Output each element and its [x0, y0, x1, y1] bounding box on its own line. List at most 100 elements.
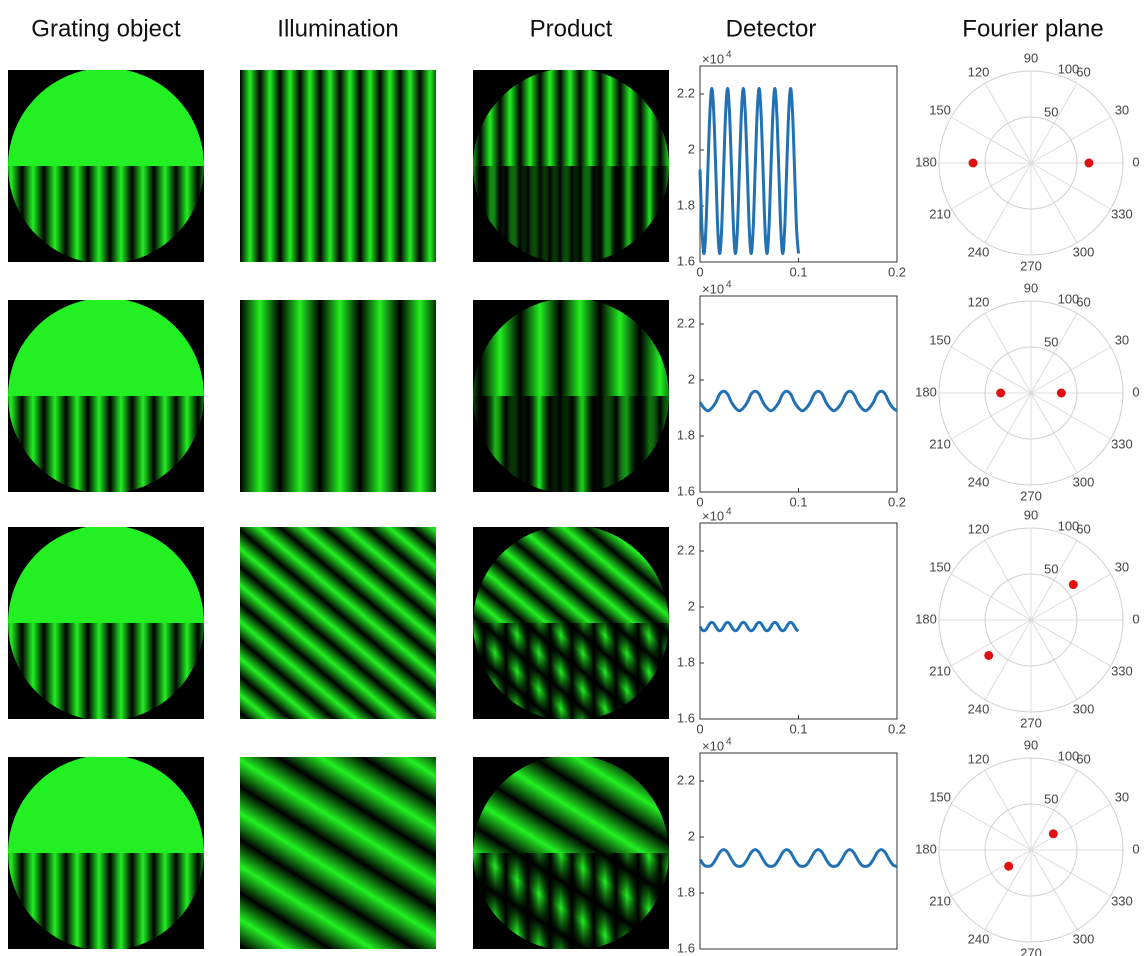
y-tick-label: 1.6	[677, 710, 695, 725]
data-point	[1057, 389, 1066, 398]
r-tick-label: 100	[1058, 749, 1080, 764]
y-tick-label: 1.8	[677, 197, 695, 212]
column-title: Illumination	[277, 15, 398, 42]
theta-tick-label: 180	[915, 611, 937, 626]
y-tick-label: 1.6	[677, 483, 695, 498]
theta-tick-label: 30	[1115, 102, 1129, 117]
column-title: Grating object	[31, 15, 181, 42]
y-tick-label: 2.2	[677, 85, 695, 100]
plot-area	[700, 523, 897, 719]
theta-tick-label: 300	[1073, 932, 1095, 947]
theta-tick-label: 30	[1115, 332, 1129, 347]
x-tick-label: 0	[696, 264, 703, 279]
product	[473, 757, 669, 949]
data-point	[1049, 829, 1058, 838]
data-point	[1069, 580, 1078, 589]
x-tick-label: 0.2	[888, 721, 906, 736]
theta-tick-label: 90	[1024, 507, 1038, 522]
theta-tick-label: 300	[1073, 245, 1095, 260]
theta-tick-label: 0	[1132, 154, 1139, 169]
y-tick-label: 2	[688, 598, 695, 613]
y-tick-label: 1.6	[677, 940, 695, 955]
theta-tick-label: 330	[1111, 206, 1133, 221]
data-point	[969, 159, 978, 168]
y-exponent: 4	[726, 507, 732, 518]
product	[473, 527, 669, 719]
plot-area	[700, 296, 897, 492]
y-exponent-base: ×10	[702, 281, 724, 296]
theta-tick-label: 270	[1020, 715, 1042, 730]
plot-area	[700, 753, 897, 949]
theta-tick-label: 0	[1132, 841, 1139, 856]
grating-object	[8, 70, 204, 262]
y-tick-label: 2.2	[677, 772, 695, 787]
theta-tick-label: 240	[968, 932, 990, 947]
theta-tick-label: 150	[929, 559, 951, 574]
r-tick-label: 50	[1044, 561, 1058, 576]
grating-object	[8, 527, 204, 719]
data-point	[996, 389, 1005, 398]
theta-tick-label: 120	[968, 294, 990, 309]
x-tick-label: 0.1	[789, 264, 807, 279]
theta-tick-label: 180	[915, 841, 937, 856]
illumination	[240, 70, 436, 262]
theta-tick-label: 150	[929, 789, 951, 804]
y-tick-label: 1.8	[677, 884, 695, 899]
column-title: Product	[530, 15, 613, 42]
y-tick-label: 1.8	[677, 654, 695, 669]
theta-tick-label: 30	[1115, 559, 1129, 574]
theta-tick-label: 330	[1111, 663, 1133, 678]
theta-tick-label: 330	[1111, 893, 1133, 908]
y-exponent-base: ×10	[702, 508, 724, 523]
y-tick-label: 2	[688, 141, 695, 156]
theta-tick-label: 240	[968, 245, 990, 260]
theta-tick-label: 330	[1111, 436, 1133, 451]
x-tick-label: 0	[696, 721, 703, 736]
theta-tick-label: 240	[968, 475, 990, 490]
theta-tick-label: 0	[1132, 384, 1139, 399]
y-exponent: 4	[726, 50, 732, 61]
r-tick-label: 50	[1044, 104, 1058, 119]
y-tick-label: 1.8	[677, 427, 695, 442]
x-tick-label: 0	[696, 494, 703, 509]
r-tick-label: 100	[1058, 62, 1080, 77]
grating-object	[8, 757, 204, 949]
column-title: Detector	[726, 15, 817, 42]
x-tick-label: 0.2	[888, 494, 906, 509]
theta-tick-label: 30	[1115, 789, 1129, 804]
theta-tick-label: 150	[929, 102, 951, 117]
theta-tick-label: 180	[915, 384, 937, 399]
theta-tick-label: 0	[1132, 611, 1139, 626]
x-tick-label: 0.1	[789, 494, 807, 509]
illumination	[240, 300, 436, 492]
theta-tick-label: 300	[1073, 475, 1095, 490]
page: {"column_titles": ["Grating object", "Il…	[0, 0, 1144, 956]
theta-tick-label: 90	[1024, 50, 1038, 65]
product	[473, 300, 669, 492]
r-tick-label: 50	[1044, 334, 1058, 349]
r-tick-label: 50	[1044, 791, 1058, 806]
theta-tick-label: 90	[1024, 737, 1038, 752]
y-tick-label: 2.2	[677, 315, 695, 330]
y-tick-label: 2.2	[677, 542, 695, 557]
grating-object	[8, 300, 204, 492]
product	[473, 70, 669, 262]
theta-tick-label: 210	[929, 663, 951, 678]
r-tick-label: 100	[1058, 519, 1080, 534]
theta-tick-label: 90	[1024, 280, 1038, 295]
illumination	[240, 527, 436, 719]
y-tick-label: 2	[688, 828, 695, 843]
figure: Grating object Illumination Product Dete…	[0, 0, 1144, 956]
theta-tick-label: 270	[1020, 258, 1042, 273]
data-point	[1084, 159, 1093, 168]
illumination	[240, 757, 436, 949]
theta-tick-label: 210	[929, 893, 951, 908]
data-point	[1004, 862, 1013, 871]
theta-tick-label: 300	[1073, 702, 1095, 717]
theta-tick-label: 120	[968, 751, 990, 766]
theta-tick-label: 270	[1020, 945, 1042, 956]
r-tick-label: 100	[1058, 292, 1080, 307]
theta-tick-label: 270	[1020, 488, 1042, 503]
data-point	[984, 651, 993, 660]
y-exponent: 4	[726, 737, 732, 748]
